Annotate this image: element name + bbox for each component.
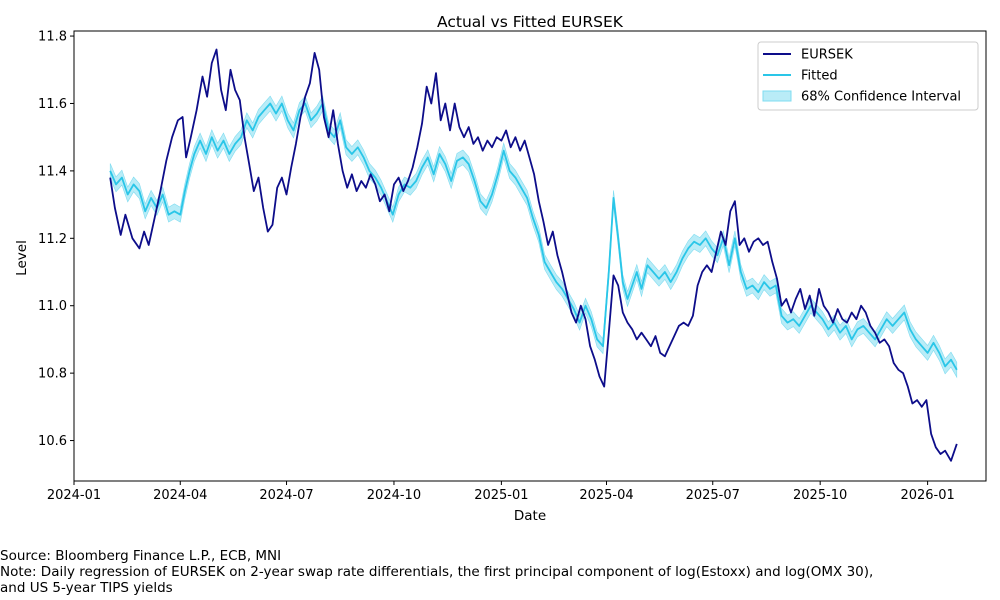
x-tick-label: 2025-10 — [793, 488, 847, 503]
y-axis: 10.6 10.8 11.0 11.2 11.4 11.6 11.8 — [38, 30, 74, 449]
y-tick-label: 11.8 — [38, 30, 67, 45]
legend: EURSEK Fitted 68% Confidence Interval — [757, 41, 979, 111]
x-axis: 2024-01 2024-04 2024-07 2024-10 2025-01 2025-… — [47, 481, 955, 503]
confidence-band — [109, 95, 958, 379]
y-tick-label: 11.4 — [38, 164, 67, 179]
footer-notes: Source: Bloomberg Finance L.P., ECB, MNI… — [0, 548, 873, 596]
legend-box — [757, 41, 979, 111]
x-tick-label: 2026-01 — [900, 488, 954, 503]
x-axis-label: Date — [514, 508, 546, 524]
chart-title: Actual vs Fitted EURSEK — [437, 13, 624, 31]
x-tick-label: 2025-01 — [474, 488, 528, 503]
x-tick-label: 2024-01 — [47, 488, 101, 503]
x-tick-label: 2024-04 — [153, 488, 207, 503]
y-tick-label: 11.2 — [38, 232, 67, 247]
series-line-eursek — [109, 48, 958, 462]
legend-label-fitted: Fitted — [801, 69, 838, 84]
legend-label-eursek: EURSEK — [801, 48, 853, 63]
x-tick-label: 2024-07 — [259, 488, 313, 503]
y-tick-label: 10.8 — [38, 367, 67, 382]
confidence-band-layer — [109, 95, 958, 379]
methodology-note-line-2: and US 5-year TIPS yields — [0, 580, 173, 596]
methodology-note-line-1: Note: Daily regression of EURSEK on 2-ye… — [0, 564, 874, 580]
x-tick-label: 2024-10 — [367, 488, 421, 503]
legend-swatch-confidence-interval — [762, 90, 792, 102]
series-line-fitted — [109, 102, 958, 371]
y-tick-label: 10.6 — [38, 434, 67, 449]
y-axis-label: Level — [14, 240, 30, 276]
series-lines-layer — [109, 48, 958, 462]
plot-frame — [73, 30, 987, 482]
legend-label-confidence-interval: 68% Confidence Interval — [801, 90, 961, 105]
source-note: Source: Bloomberg Finance L.P., ECB, MNI — [0, 548, 282, 564]
x-tick-label: 2025-07 — [686, 488, 740, 503]
x-tick-label: 2025-04 — [579, 488, 633, 503]
y-tick-label: 11.6 — [38, 97, 67, 112]
y-tick-label: 11.0 — [38, 299, 67, 314]
chart: Actual vs Fitted EURSEK 10.6 10.8 11.0 11.2… — [14, 13, 987, 524]
